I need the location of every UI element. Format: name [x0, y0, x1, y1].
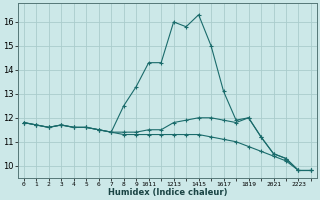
X-axis label: Humidex (Indice chaleur): Humidex (Indice chaleur) — [108, 188, 227, 197]
